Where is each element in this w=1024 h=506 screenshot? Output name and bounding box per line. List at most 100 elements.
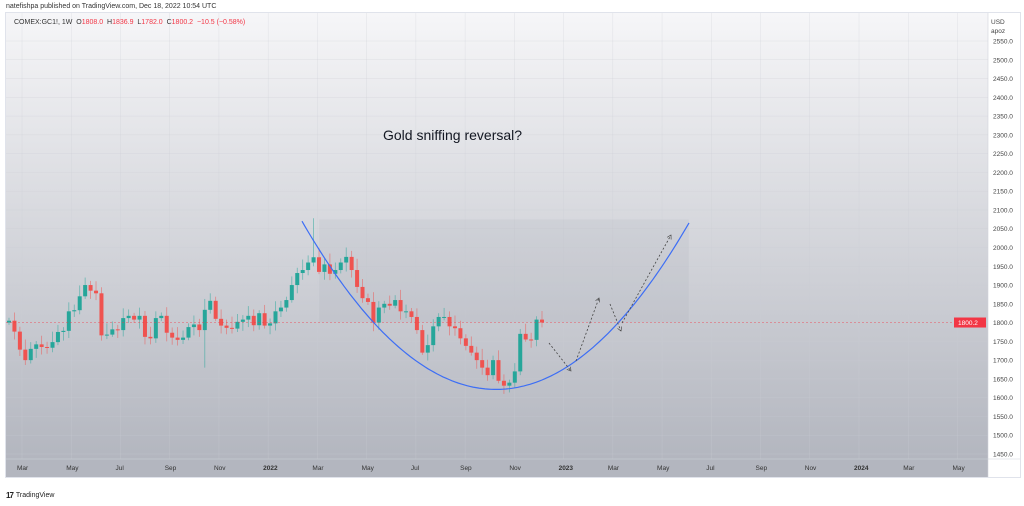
candle-up — [431, 326, 436, 346]
candle-down — [317, 257, 322, 272]
close-label: C — [166, 19, 172, 26]
x-tick-label: Nov — [509, 465, 521, 472]
y-tick-label: 2250.0 — [993, 151, 1013, 158]
parabola-curve — [301, 220, 690, 390]
candle-down — [355, 270, 360, 287]
candle-down — [371, 301, 376, 323]
y-tick-label: 1900.0 — [993, 283, 1013, 290]
candle-down — [540, 319, 544, 323]
candle-up — [322, 264, 327, 272]
x-tick-label: May — [657, 465, 670, 472]
candlestick-chart[interactable]: 1800.2 1450.0 1500.0 1550.0 1600.0 1650.0 170… — [6, 13, 1020, 477]
candle-down — [39, 344, 44, 347]
candle-up — [137, 315, 142, 320]
y-tick-label: 2000.0 — [993, 245, 1013, 252]
x-tick-label: Sep — [756, 465, 768, 472]
y-tick-label: 2300.0 — [993, 132, 1013, 139]
candle-down — [327, 264, 332, 274]
candle-down — [398, 300, 403, 312]
y-tick-label: 1850.0 — [993, 301, 1013, 308]
candle-down — [496, 360, 501, 381]
projection-arrow — [548, 342, 571, 371]
candle-down — [45, 346, 50, 348]
y-tick-label: 1450.0 — [993, 452, 1013, 459]
x-tick-label: May — [952, 465, 965, 472]
x-tick-label: Mar — [17, 465, 29, 472]
candle-up — [7, 320, 11, 323]
candle-up — [382, 303, 387, 308]
low-value: 1782.0 — [141, 19, 163, 26]
candle-down — [94, 290, 99, 294]
candle-up — [34, 344, 39, 349]
price-axis[interactable] — [988, 13, 1020, 477]
candle-up — [393, 300, 398, 306]
candle-up — [126, 315, 131, 319]
change-value: −10.5 (−0.58%) — [196, 19, 246, 26]
projection-arrow — [621, 235, 671, 324]
candle-up — [159, 315, 164, 319]
low-label: L — [137, 19, 142, 26]
candle-down — [23, 349, 28, 361]
x-tick-label: Mar — [903, 465, 915, 472]
candle-down — [414, 316, 419, 331]
high-value: 1836.9 — [112, 19, 134, 26]
x-tick-label: 2023 — [559, 465, 574, 472]
x-tick-label: Sep — [165, 465, 177, 472]
projection-arrow — [609, 303, 621, 331]
candle-up — [61, 330, 66, 332]
candle-up — [191, 324, 196, 328]
candle-up — [534, 319, 539, 340]
candle-down — [458, 328, 463, 339]
candle-up — [246, 315, 251, 320]
candle-up — [104, 334, 109, 336]
x-tick-label: May — [362, 465, 375, 472]
x-tick-label: 2024 — [854, 465, 869, 472]
open-value: 1808.0 — [81, 19, 104, 26]
y-tick-label: 1800.0 — [993, 320, 1013, 327]
projection-arrow — [575, 298, 599, 362]
symbol-label[interactable]: COMEX:GC1!, 1W — [14, 19, 73, 26]
y-tick-label: 1700.0 — [993, 358, 1013, 365]
candle-up — [202, 309, 207, 331]
candle-up — [181, 337, 186, 340]
candle-down — [485, 367, 490, 376]
candle-up — [257, 313, 262, 326]
candle-down — [99, 293, 104, 336]
x-tick-label: Nov — [805, 465, 817, 472]
candle-up — [507, 382, 512, 386]
candle-down — [229, 327, 234, 329]
candle-up — [208, 300, 213, 310]
candle-up — [72, 310, 77, 312]
candle-down — [360, 286, 365, 299]
y-tick-label: 2050.0 — [993, 226, 1013, 233]
candle-up — [240, 319, 245, 322]
candle-up — [491, 360, 496, 376]
y-tick-label: 2550.0 — [993, 39, 1013, 46]
candle-up — [186, 327, 191, 338]
last-price-label: 1800.2 — [958, 320, 978, 327]
time-axis[interactable] — [6, 459, 988, 477]
candle-up — [28, 348, 33, 361]
footer-brand[interactable]: 17 TradingView — [6, 491, 54, 500]
candle-down — [88, 285, 93, 291]
x-tick-label: Jul — [706, 465, 715, 472]
y-tick-label: 1600.0 — [993, 395, 1013, 402]
candle-up — [153, 318, 158, 339]
y-tick-label: 2200.0 — [993, 170, 1013, 177]
candle-down — [197, 324, 202, 331]
candle-down — [132, 315, 137, 320]
candle-down — [452, 326, 457, 329]
x-tick-label: 2022 — [263, 465, 278, 472]
candle-up — [83, 285, 88, 297]
x-tick-label: Jul — [411, 465, 420, 472]
x-tick-label: Sep — [460, 465, 472, 472]
y-tick-label: 2400.0 — [993, 95, 1013, 102]
candle-up — [344, 256, 349, 263]
ohlc-legend: COMEX:GC1!, 1W O1808.0 H1836.9 L1782.0 C… — [14, 19, 245, 26]
chart-panel[interactable]: 1800.2 1450.0 1500.0 1550.0 1600.0 1650.0 170… — [5, 12, 1021, 478]
candle-down — [148, 336, 153, 339]
currency-label: USD — [991, 19, 1005, 26]
candle-up — [66, 311, 71, 331]
y-tick-label: 2100.0 — [993, 207, 1013, 214]
resistance-box — [318, 219, 690, 323]
